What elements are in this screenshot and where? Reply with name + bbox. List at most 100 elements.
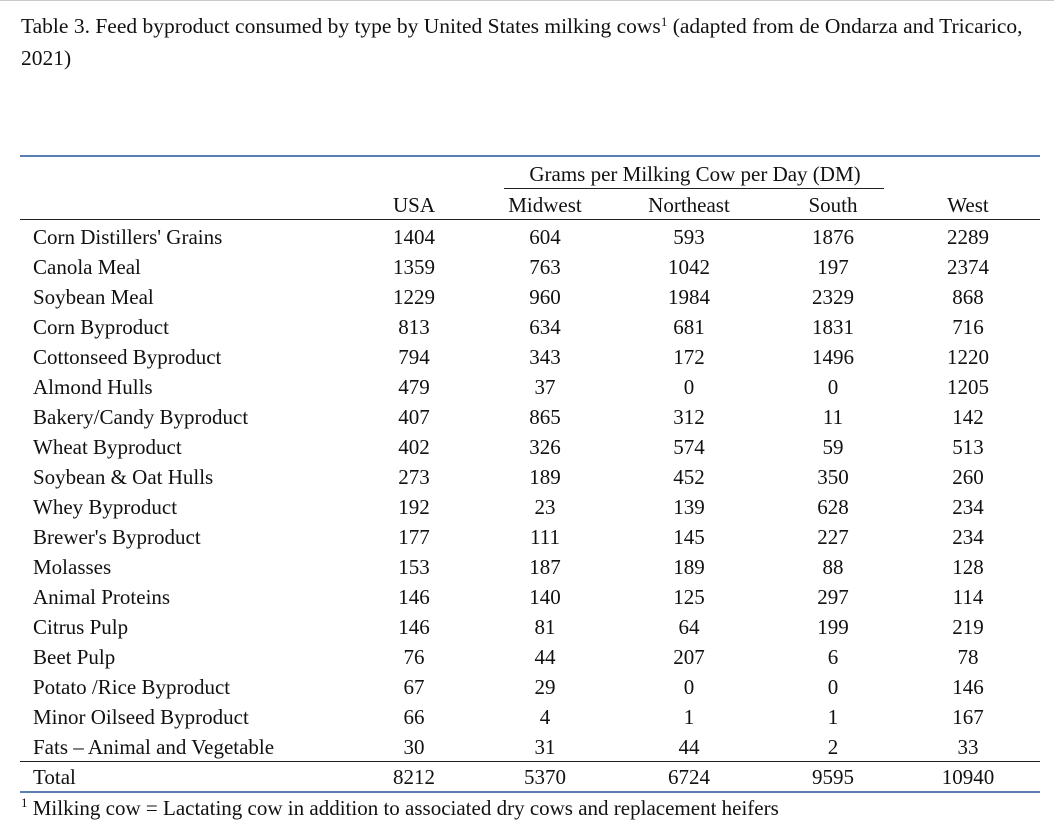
cell-south: 1 [827,705,839,729]
table-row: Soybean & Oat Hulls 273 189 452 350 260 [0,464,1054,494]
row-label: Citrus Pulp [33,615,129,639]
row-label: Minor Oilseed Byproduct [33,705,249,729]
row-label: Fats – Animal and Vegetable [33,735,275,759]
cell-northeast: 1042 [668,255,710,279]
cell-south: 227 [817,525,849,549]
cell-west: 2289 [947,225,989,249]
cell-usa: 30 [403,735,425,759]
cell-usa: 479 [398,375,430,399]
cell-northeast: 145 [673,525,705,549]
row-label: Brewer's Byproduct [33,525,201,549]
cell-midwest: 189 [529,465,561,489]
caption-footnote-marker: 1 [660,14,668,29]
cell-midwest: 634 [529,315,561,339]
table-row: Soybean Meal 1229 960 1984 2329 868 [0,284,1054,314]
cell-midwest: 326 [529,435,561,459]
table-row: Minor Oilseed Byproduct 66 4 1 1 167 [0,704,1054,734]
row-label: Potato /Rice Byproduct [33,675,231,699]
cell-usa: 407 [398,405,430,429]
total-west: 10940 [941,765,995,789]
row-label: Canola Meal [33,255,141,279]
top-border [0,0,1054,1]
table-row: Corn Distillers' Grains 1404 604 593 1876 228… [0,224,1054,254]
cell-northeast: 172 [673,345,705,369]
cell-northeast: 125 [673,585,705,609]
cell-northeast: 0 [683,375,695,399]
cell-usa: 177 [398,525,430,549]
row-label: Wheat Byproduct [33,435,182,459]
cell-south: 1496 [812,345,854,369]
cell-usa: 813 [398,315,430,339]
column-header-northeast: Northeast [648,193,730,217]
cell-south: 1876 [812,225,854,249]
footnote-marker: 1 [21,795,28,810]
cell-south: 88 [822,555,844,579]
cell-midwest: 111 [530,525,560,549]
row-label: Corn Distillers' Grains [33,225,223,249]
cell-west: 2374 [947,255,989,279]
cell-usa: 402 [398,435,430,459]
cell-south: 199 [817,615,849,639]
cell-northeast: 681 [673,315,705,339]
cell-usa: 146 [398,585,430,609]
cell-usa: 146 [398,615,430,639]
cell-usa: 273 [398,465,430,489]
cell-south: 1831 [812,315,854,339]
cell-west: 33 [957,735,979,759]
cell-west: 234 [952,495,984,519]
cell-west: 1205 [947,375,989,399]
cell-northeast: 0 [683,675,695,699]
column-header-usa: USA [392,193,435,217]
cell-usa: 1229 [393,285,435,309]
table-row: Whey Byproduct 192 23 139 628 234 [0,494,1054,524]
cell-south: 6 [827,645,839,669]
cell-west: 114 [952,585,984,609]
row-label: Corn Byproduct [33,315,169,339]
cell-northeast: 139 [673,495,705,519]
cell-west: 146 [952,675,984,699]
cell-west: 716 [952,315,984,339]
cell-midwest: 29 [534,675,556,699]
table-top-rule [20,155,1040,157]
total-south: 9595 [812,765,854,789]
cell-northeast: 312 [673,405,705,429]
cell-usa: 66 [403,705,425,729]
table-row: Wheat Byproduct 402 326 574 59 513 [0,434,1054,464]
cell-midwest: 140 [529,585,561,609]
table-row: Brewer's Byproduct 177 111 145 227 234 [0,524,1054,554]
column-group-header: Grams per Milking Cow per Day (DM) [529,162,861,186]
cell-midwest: 343 [529,345,561,369]
column-header-south: South [808,193,858,217]
cell-northeast: 1 [683,705,695,729]
cell-west: 142 [952,405,984,429]
cell-northeast: 64 [678,615,700,639]
footnote: 1 Milking cow = Lactating cow in additio… [21,794,779,822]
table-caption: Table 3. Feed byproduct consumed by type… [21,10,1041,74]
cell-usa: 76 [403,645,425,669]
cell-northeast: 1984 [668,285,710,309]
cell-west: 868 [952,285,984,309]
table-row: Animal Proteins 146 140 125 297 114 [0,584,1054,614]
row-label: Whey Byproduct [33,495,178,519]
cell-midwest: 37 [534,375,556,399]
row-label: Bakery/Candy Byproduct [33,405,249,429]
cell-west: 128 [952,555,984,579]
cell-midwest: 865 [529,405,561,429]
cell-south: 0 [827,375,839,399]
table-row: Beet Pulp 76 44 207 6 78 [0,644,1054,674]
table-row: Citrus Pulp 146 81 64 199 219 [0,614,1054,644]
cell-usa: 794 [398,345,430,369]
row-label: Molasses [33,555,112,579]
cell-midwest: 960 [529,285,561,309]
cell-midwest: 31 [534,735,556,759]
cell-usa: 1359 [393,255,435,279]
cell-west: 260 [952,465,984,489]
table-row: Canola Meal 1359 763 1042 197 2374 [0,254,1054,284]
cell-south: 2 [827,735,839,759]
cell-south: 197 [817,255,849,279]
cell-west: 167 [952,705,984,729]
cell-usa: 153 [398,555,430,579]
cell-midwest: 604 [529,225,561,249]
cell-south: 628 [817,495,849,519]
table-row-total: Total 8212 5370 6724 9595 10940 [0,764,1054,794]
